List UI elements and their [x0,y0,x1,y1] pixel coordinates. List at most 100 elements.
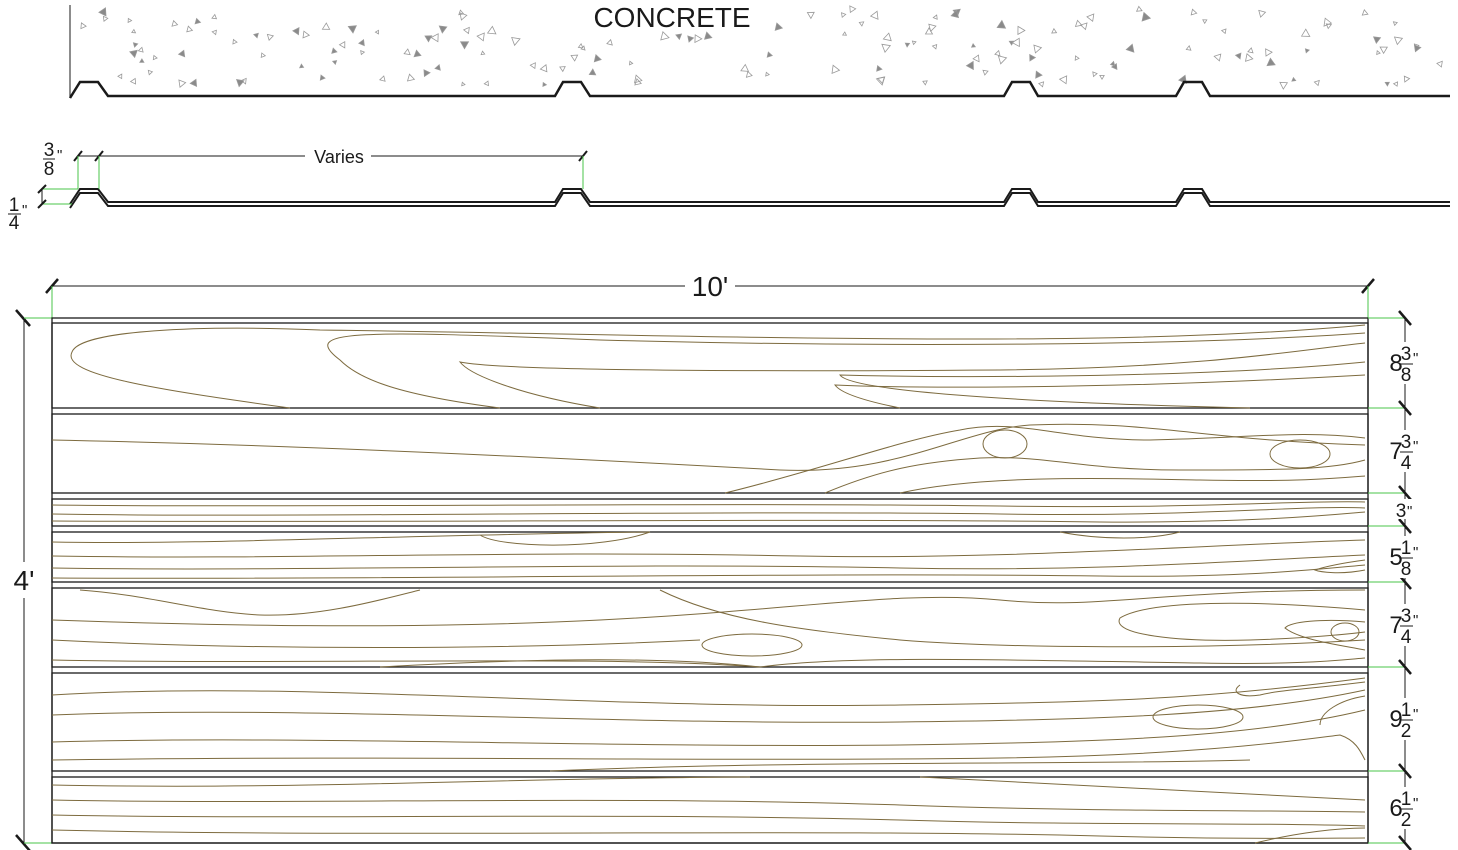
aggregate-particle [511,36,521,47]
concrete-liner-edge [68,80,1450,99]
board-1-grain [833,374,1366,409]
board-4-grain [51,564,1366,579]
aggregate-particle [1265,48,1273,57]
aggregate-particle [1220,28,1227,35]
aggregate-particle [972,54,980,63]
aggregate-particle [539,64,548,73]
board-panel: 10' 4' [8,270,1423,850]
aggregate-particle [911,40,917,46]
board-5-width-unit: " [1413,612,1418,629]
aggregate-particle [1279,81,1289,90]
aggregate-particle [766,51,773,58]
aggregate-particle [331,47,338,54]
aggregate-particle [529,62,536,70]
board-6-width: 9 1 2 " [1385,698,1423,742]
aggregate-particle [430,33,439,43]
aggregate-particle [841,31,848,36]
aggregate-particle [997,55,1008,65]
board-5-grain [659,589,1366,648]
aggregate-particle [292,27,300,36]
aggregate-particle [849,5,857,14]
aggregate-particle [1074,19,1083,28]
aggregate-particle [1372,36,1382,44]
board-2-width-whole: 7 [1389,438,1402,465]
aggregate-particle [260,52,267,59]
aggregate-particle [1074,55,1080,61]
board-6-grain [51,734,1366,761]
board-2-grain [899,475,1366,494]
board-7-grain [51,814,1366,827]
aggregate-particle [1379,46,1388,55]
aggregate-particle [660,31,670,41]
aggregate-particle [194,17,202,25]
board-4-grain [1059,531,1181,539]
aggregate-particle [1033,44,1043,54]
aggregate-particle [129,77,137,85]
board-dimension-tick [1398,763,1412,779]
board-5-knot [1330,622,1360,642]
aggregate-particle [1086,13,1095,23]
aggregate-particle [1092,71,1098,78]
aggregate-particle [1017,25,1026,36]
board-6 [51,672,1369,772]
aggregate-particle [462,26,470,35]
board-3 [51,498,1369,527]
rib-height-numerator: 1 [9,195,20,216]
aggregate-particle [266,33,275,41]
aggregate-particle [1051,27,1058,34]
rib-width-denominator: 8 [44,159,55,180]
board-2-knot [1269,439,1331,469]
aggregate-particle [483,80,489,87]
aggregate-particle [1035,70,1043,79]
aggregate-particle [178,79,187,88]
board-3-width-unit: " [1407,503,1412,520]
board-7-grain [919,776,1366,801]
aggregate-particle [189,78,198,88]
aggregate-particle [876,65,883,72]
aggregate-particle [687,35,695,43]
aggregate-particle [129,49,138,59]
board-6-grain [51,677,1366,707]
aggregate-particle [1392,21,1398,27]
aggregate-particle [1393,36,1404,46]
aggregate-particle [1436,60,1443,68]
board-4-width-unit: " [1413,544,1418,561]
board-4-grain [51,531,651,546]
board-4 [51,531,1369,583]
board-3-width-whole: 3 [1396,501,1407,522]
aggregate-particle [1213,53,1222,62]
aggregate-particle [675,33,683,41]
board-2-width: 7 3 4 " [1385,430,1423,474]
aggregate-particle [486,25,497,35]
board-7 [51,776,1369,844]
aggregate-particle [1413,44,1422,53]
board-1-grain [327,332,1366,409]
board-6-grain [1319,695,1366,726]
board-2-knot [982,429,1028,459]
aggregate-particle [1234,52,1242,60]
board-dimension-ticks [1368,310,1412,850]
board-7-grain [1254,827,1366,844]
board-5-knot [701,633,803,657]
aggregate-particle [606,38,613,46]
aggregate-particle [186,25,194,33]
board-2-grain [724,425,1366,494]
aggregate-particle [740,63,750,72]
aggregate-particle [331,60,338,66]
board-5-width-whole: 7 [1389,612,1402,639]
board-2-width-unit: " [1413,438,1418,455]
aggregate-particle [869,10,879,20]
aggregate-particle [152,54,158,61]
aggregate-particle [319,74,326,81]
aggregate-particle [1099,74,1105,80]
board-4-grain [51,554,1366,570]
aggregate-particle [840,12,847,19]
board-2-grain [51,423,1366,471]
board-5-width: 7 3 4 " [1385,604,1423,648]
aggregate-particle [321,22,331,30]
rib-height-unit: " [22,202,27,219]
aggregate-particle [1300,28,1311,37]
panel-frame [51,317,1369,844]
aggregate-particle [171,19,179,27]
